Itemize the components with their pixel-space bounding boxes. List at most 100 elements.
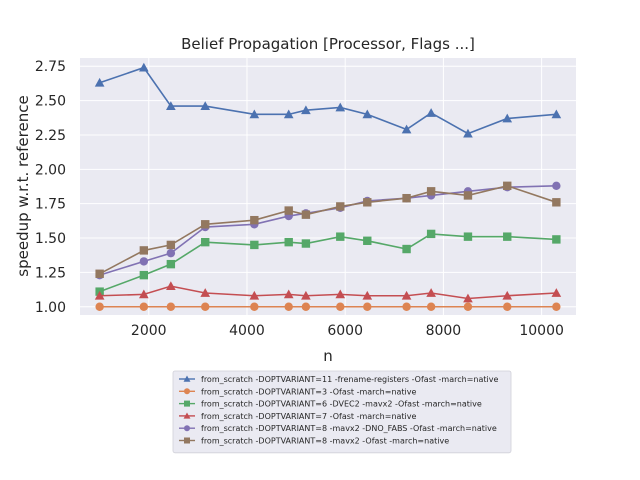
data-point bbox=[94, 290, 105, 300]
data-point bbox=[283, 109, 294, 119]
data-point bbox=[336, 202, 345, 211]
data-point bbox=[401, 290, 412, 300]
data-point bbox=[166, 240, 176, 250]
data-point bbox=[551, 288, 562, 297]
x-tick-label: 2000 bbox=[131, 323, 167, 339]
data-point bbox=[166, 101, 176, 110]
data-point bbox=[402, 193, 411, 203]
legend-marker bbox=[183, 375, 191, 382]
y-tick-label: 1.50 bbox=[35, 231, 66, 247]
data-point bbox=[283, 289, 294, 299]
data-point bbox=[463, 191, 473, 200]
data-point bbox=[402, 302, 411, 311]
legend-marker bbox=[184, 437, 190, 444]
y-tick-label: 2.25 bbox=[35, 128, 66, 144]
y-tick-label: 1.00 bbox=[35, 300, 66, 316]
data-point bbox=[139, 270, 149, 280]
series-4 bbox=[94, 281, 562, 303]
series-line bbox=[99, 233, 557, 293]
data-point bbox=[250, 215, 259, 225]
legend-label: from_scratch -DOPTVARIANT=11 -frename-re… bbox=[201, 375, 498, 384]
series-line bbox=[99, 66, 557, 135]
data-point bbox=[139, 246, 149, 255]
y-tick-labels: 1.00 1.25 1.50 1.75 2.00 2.25 2.50 2.75 bbox=[35, 59, 66, 316]
data-point bbox=[503, 302, 512, 311]
y-tick-label: 2.50 bbox=[35, 94, 66, 110]
data-point bbox=[284, 237, 293, 247]
data-point bbox=[426, 229, 436, 239]
data-point bbox=[139, 62, 149, 72]
data-point bbox=[552, 198, 561, 207]
data-point bbox=[551, 109, 562, 119]
data-point bbox=[363, 236, 372, 245]
data-point bbox=[503, 181, 512, 191]
data-point bbox=[301, 105, 311, 115]
legend-label: from_scratch -DOPTVARIANT=7 -Ofast -marc… bbox=[201, 412, 417, 421]
legend-item: from_scratch -DOPTVARIANT=8 -mavx2 -Ofas… bbox=[179, 437, 449, 446]
data-point bbox=[402, 244, 411, 254]
x-axis-title: n bbox=[323, 347, 333, 365]
data-point bbox=[284, 302, 293, 311]
data-point bbox=[463, 232, 473, 241]
data-point bbox=[552, 181, 561, 191]
data-point bbox=[301, 290, 311, 300]
data-point bbox=[139, 289, 149, 299]
data-point bbox=[363, 302, 372, 311]
y-tick-label: 2.00 bbox=[35, 162, 66, 178]
data-point bbox=[301, 210, 311, 219]
data-point bbox=[200, 101, 211, 110]
x-tick-label: 10000 bbox=[519, 323, 564, 339]
data-point bbox=[301, 302, 311, 311]
data-point bbox=[401, 124, 412, 134]
data-point bbox=[426, 187, 436, 196]
chart-title: Belief Propagation [Processor, Flags ...… bbox=[181, 35, 475, 53]
y-axis-title: speedup w.r.t. reference bbox=[14, 95, 32, 276]
data-point bbox=[250, 302, 259, 311]
data-point bbox=[426, 288, 436, 297]
x-tick-label: 6000 bbox=[327, 323, 363, 339]
legend-label: from_scratch -DOPTVARIANT=3 -Ofast -marc… bbox=[201, 387, 417, 396]
data-point bbox=[166, 302, 176, 311]
legend-item: from_scratch -DOPTVARIANT=11 -frename-re… bbox=[179, 375, 498, 384]
data-point bbox=[463, 293, 473, 303]
y-tick-label: 1.25 bbox=[35, 265, 66, 281]
legend-item: from_scratch -DOPTVARIANT=8 -mavx2 -DNO_… bbox=[179, 424, 497, 433]
data-point bbox=[503, 232, 512, 241]
legend-marker bbox=[184, 425, 190, 432]
y-tick-label: 2.75 bbox=[35, 59, 66, 75]
data-point bbox=[362, 290, 373, 300]
series-6 bbox=[95, 181, 561, 278]
x-tick-label: 8000 bbox=[426, 323, 462, 339]
data-point bbox=[166, 281, 176, 291]
data-point bbox=[249, 290, 260, 300]
data-point bbox=[250, 240, 259, 250]
series-2 bbox=[95, 302, 561, 311]
series-line bbox=[99, 184, 557, 275]
data-point bbox=[201, 220, 210, 229]
data-point bbox=[301, 239, 311, 248]
legend-label: from_scratch -DOPTVARIANT=8 -mavx2 -Ofas… bbox=[201, 437, 449, 446]
data-point bbox=[139, 257, 149, 266]
data-point bbox=[200, 288, 211, 297]
data-point bbox=[249, 109, 260, 119]
data-point bbox=[426, 108, 436, 117]
data-point bbox=[463, 302, 473, 311]
series-layer bbox=[94, 62, 562, 311]
data-point bbox=[336, 302, 345, 311]
x-tick-labels: 2000 4000 6000 8000 10000 bbox=[131, 323, 564, 339]
data-point bbox=[95, 269, 104, 278]
series-line bbox=[99, 285, 557, 300]
legend-item: from_scratch -DOPTVARIANT=7 -Ofast -marc… bbox=[179, 412, 417, 421]
legend-marker bbox=[184, 400, 190, 407]
grid-lines bbox=[80, 58, 576, 315]
data-point bbox=[363, 198, 372, 207]
data-point bbox=[166, 248, 176, 258]
data-point bbox=[502, 290, 513, 300]
legend: from_scratch -DOPTVARIANT=11 -frename-re… bbox=[172, 370, 512, 454]
legend-item: from_scratch -DOPTVARIANT=3 -Ofast -marc… bbox=[179, 387, 417, 396]
data-point bbox=[94, 77, 105, 87]
data-point bbox=[139, 302, 149, 311]
data-point bbox=[426, 302, 436, 311]
data-point bbox=[335, 289, 346, 299]
